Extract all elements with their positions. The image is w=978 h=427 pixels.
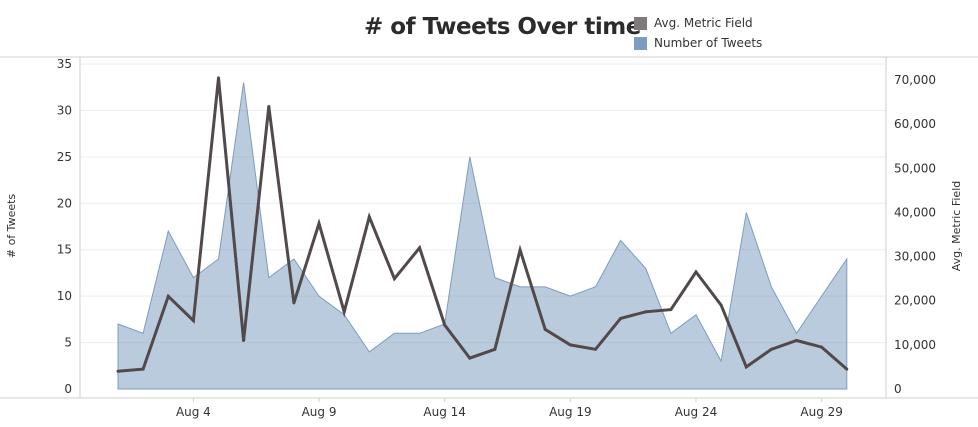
avg-metric-point-28 [795,339,798,342]
avg-metric-point-29 [820,345,824,349]
avg-metric-point-6 [242,339,246,342]
avg-metric-point-21 [619,316,623,320]
avg-metric-point-5 [217,76,220,80]
plot-frame [0,56,978,399]
tweets-point-19 [569,295,572,298]
tweets-point-9 [318,295,321,298]
avg-metric-point-4 [191,319,195,323]
tweets-point-30 [845,258,848,261]
tweets-point-25 [720,360,723,363]
avg-metric-point-13 [418,246,422,250]
avg-metric-point-7 [267,105,271,108]
avg-metric-point-23 [669,308,673,312]
tweets-point-7 [267,276,270,279]
tweets-point-15 [468,155,471,158]
avg-metric-point-1 [116,369,120,373]
tweets-point-5 [217,258,220,261]
y2-tick-4: 40,000 [894,205,936,219]
legend: Avg. Metric Field Number of Tweets [634,13,762,53]
x-tick-2: Aug 14 [423,405,466,419]
tweets-point-21 [619,239,622,242]
chart-title: # of Tweets Over time [364,14,641,40]
tweets-point-26 [745,211,748,214]
tweets-point-16 [493,276,496,279]
tweets-point-6 [242,81,245,84]
y2-axis-label: Avg. Metric Field [950,181,963,271]
tweets-area-series [117,81,848,390]
left-axis-ticks: 0 5 10 15 20 25 30 35 [57,57,72,396]
y2-tick-7: 70,000 [894,73,936,87]
y-axis-label: # of Tweets [5,194,18,259]
y-tick-4: 20 [57,196,72,210]
tweets-point-24 [695,313,698,316]
tweets-point-8 [292,258,295,261]
tweets-point-1 [117,323,120,326]
tweets-point-13 [418,332,421,335]
avg-metric-line-series [116,76,849,373]
legend-label-avg-metric: Avg. Metric Field [654,16,753,30]
tweets-point-23 [669,332,672,335]
avg-metric-point-19 [568,343,572,347]
tweets-area [117,82,848,390]
y2-tick-5: 50,000 [894,161,936,175]
y2-tick-1: 10,000 [894,338,936,352]
x-tick-5: Aug 29 [800,405,843,419]
avg-metric-point-18 [543,327,547,331]
avg-metric-point-14 [443,323,447,327]
avg-metric-point-24 [694,270,698,274]
right-axis-ticks: 0 10,000 20,000 30,000 40,000 50,000 60,000 70,… [894,73,936,396]
tweets-point-22 [644,267,647,270]
avg-metric-point-15 [468,356,472,360]
avg-metric-point-8 [292,301,296,305]
x-tick-1: Aug 9 [302,405,337,419]
y2-tick-0: 0 [894,382,902,396]
legend-label-tweets: Number of Tweets [654,36,763,50]
tweets-point-27 [770,285,773,288]
avg-metric-point-27 [769,347,773,351]
avg-metric-point-22 [644,310,648,314]
tweets-point-17 [519,285,522,288]
tweets-point-20 [594,285,597,288]
tweets-point-12 [393,332,396,335]
avg-metric-point-3 [166,294,170,298]
avg-metric-point-20 [594,347,597,351]
y-tick-5: 25 [57,150,72,164]
legend-swatch-tweets [634,36,647,50]
avg-metric-point-17 [518,248,522,252]
y2-tick-3: 30,000 [894,250,936,264]
y-tick-2: 10 [57,289,72,303]
tweets-point-29 [820,295,823,298]
avg-metric-point-11 [367,215,371,219]
avg-metric-point-10 [342,310,346,314]
x-tick-0: Aug 4 [176,405,211,419]
y-tick-3: 15 [57,243,72,257]
tweets-point-2 [142,332,145,335]
x-axis-ticks: Aug 4 Aug 9 Aug 14 Aug 19 Aug 24 Aug 29 [176,398,843,419]
legend-item-avg-metric[interactable]: Avg. Metric Field [634,13,762,33]
y-tick-7: 35 [57,57,72,71]
avg-metric-point-2 [141,367,145,371]
avg-metric-point-25 [719,303,723,307]
legend-swatch-avg-metric [634,16,647,30]
tweets-point-3 [167,230,170,233]
avg-metric-line [117,77,848,373]
y2-tick-2: 20,000 [894,294,936,308]
avg-metric-point-12 [392,277,396,281]
y2-tick-6: 60,000 [894,117,936,131]
avg-metric-point-9 [317,222,321,225]
y-tick-0: 0 [64,382,72,396]
tweets-point-28 [795,332,798,335]
x-tick-4: Aug 24 [675,405,718,419]
avg-metric-point-30 [845,367,849,371]
x-tick-3: Aug 19 [549,405,592,419]
tweets-point-4 [192,276,195,279]
y-tick-6: 30 [57,103,72,117]
y-tick-1: 5 [64,336,72,350]
tweets-point-11 [368,350,371,353]
tweets-point-18 [544,285,547,288]
legend-item-tweets[interactable]: Number of Tweets [634,33,762,53]
avg-metric-point-26 [744,365,748,369]
avg-metric-point-16 [493,347,497,351]
